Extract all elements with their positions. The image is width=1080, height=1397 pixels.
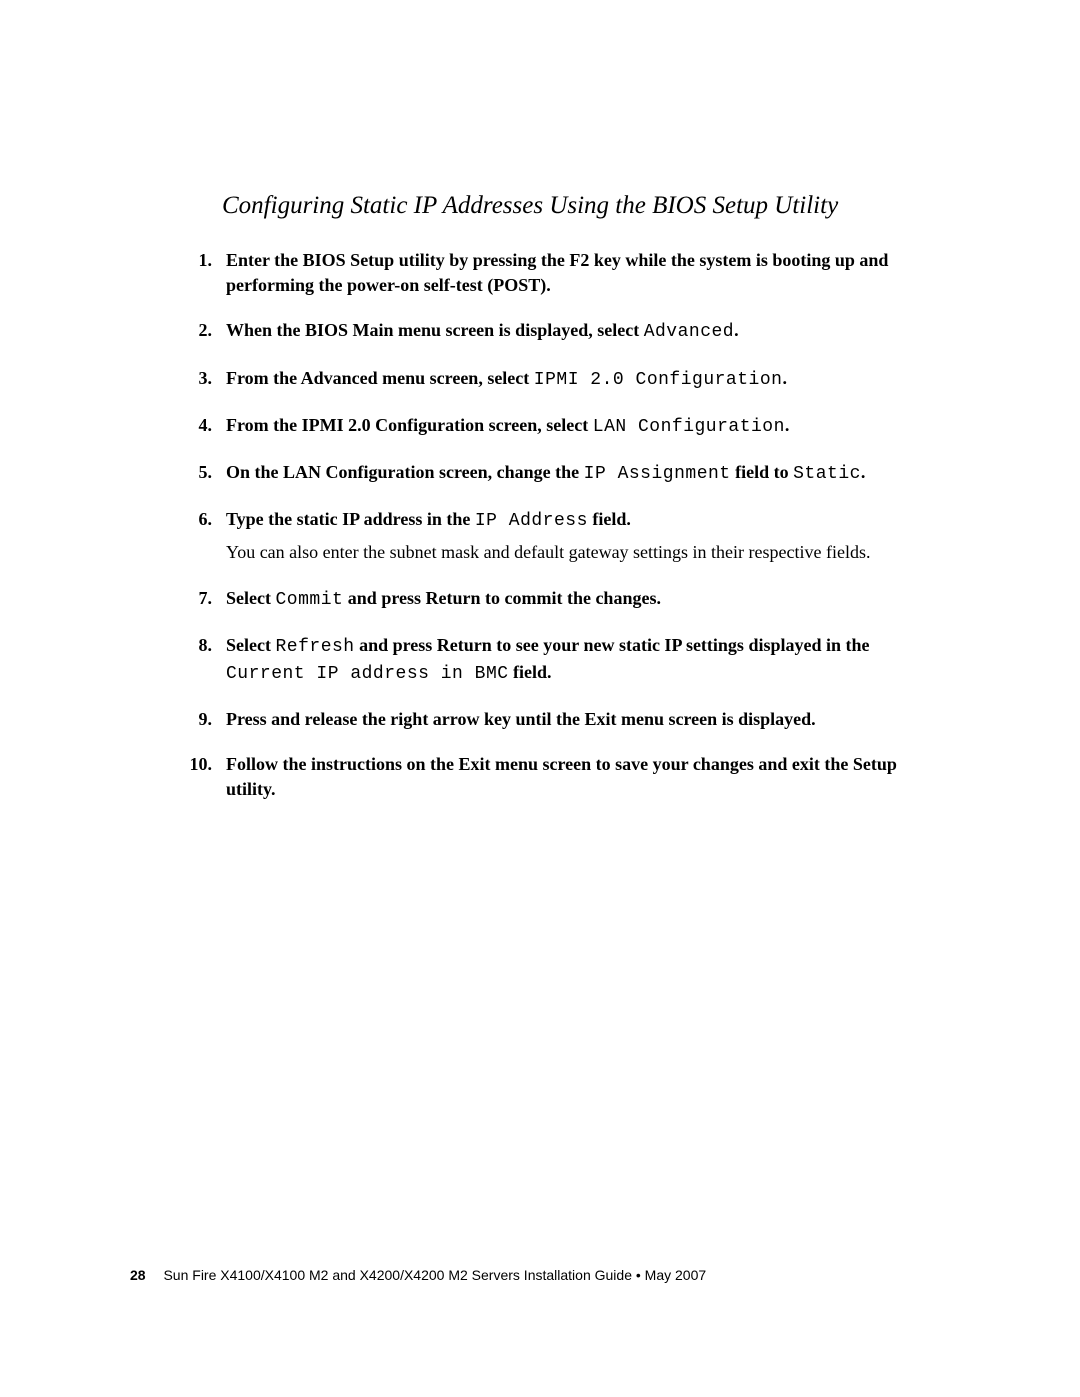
step-number: 1. [178, 248, 212, 273]
step-bold-text: Press and release the right arrow key un… [226, 709, 816, 729]
step-item: 3. From the Advanced menu screen, select … [130, 366, 950, 393]
step-content: Follow the instructions on the Exit menu… [226, 754, 897, 799]
step-bold-text: Select [226, 588, 275, 608]
step-content: Select Refresh and press Return to see y… [226, 635, 869, 682]
step-item: 9. Press and release the right arrow key … [130, 707, 950, 732]
footer-text: Sun Fire X4100/X4100 M2 and X4200/X4200 … [163, 1267, 706, 1283]
page-footer: 28 Sun Fire X4100/X4100 M2 and X4200/X42… [130, 1267, 706, 1283]
step-bold-text: and press Return to commit the changes. [343, 588, 661, 608]
step-bold-text: field. [509, 662, 552, 682]
step-bold-text: . [785, 415, 790, 435]
step-item: 4. From the IPMI 2.0 Configuration screen… [130, 413, 950, 440]
step-content: Select Commit and press Return to commit… [226, 588, 661, 608]
step-mono-text: IP Address [475, 511, 588, 531]
step-number: 5. [178, 460, 212, 485]
step-mono-text: IPMI 2.0 Configuration [534, 370, 783, 390]
step-content: Enter the BIOS Setup utility by pressing… [226, 250, 888, 295]
step-content: When the BIOS Main menu screen is displa… [226, 320, 739, 340]
step-item: 5. On the LAN Configuration screen, chang… [130, 460, 950, 487]
step-number: 7. [178, 586, 212, 611]
step-content: From the IPMI 2.0 Configuration screen, … [226, 415, 789, 435]
step-bold-text: Type the static IP address in the [226, 509, 475, 529]
step-item: 8. Select Refresh and press Return to see… [130, 633, 950, 687]
step-number: 4. [178, 413, 212, 438]
step-content: Type the static IP address in the IP Add… [226, 509, 631, 529]
step-content: Press and release the right arrow key un… [226, 709, 816, 729]
step-item: 6. Type the static IP address in the IP A… [130, 507, 950, 565]
step-item: 2. When the BIOS Main menu screen is disp… [130, 318, 950, 345]
step-number: 10. [178, 752, 212, 777]
step-bold-text: . [782, 368, 787, 388]
page-number: 28 [130, 1267, 146, 1283]
step-item: 7. Select Commit and press Return to comm… [130, 586, 950, 613]
step-bold-text: . [734, 320, 739, 340]
step-number: 3. [178, 366, 212, 391]
document-page: Configuring Static IP Addresses Using th… [0, 0, 1080, 803]
step-content: On the LAN Configuration screen, change … [226, 462, 865, 482]
step-bold-text: When the BIOS Main menu screen is displa… [226, 320, 644, 340]
step-bold-text: From the Advanced menu screen, select [226, 368, 534, 388]
step-mono-text: Static [793, 464, 861, 484]
step-bold-text: On the LAN Configuration screen, change … [226, 462, 584, 482]
step-mono-text: Advanced [644, 322, 734, 342]
step-number: 2. [178, 318, 212, 343]
step-mono-text: Current IP address in BMC [226, 664, 509, 684]
step-bold-text: field. [588, 509, 631, 529]
step-number: 6. [178, 507, 212, 532]
step-mono-text: Refresh [275, 637, 354, 657]
step-note: You can also enter the subnet mask and d… [226, 540, 950, 565]
step-bold-text: and press Return to see your new static … [355, 635, 870, 655]
step-bold-text: . [861, 462, 866, 482]
step-mono-text: IP Assignment [584, 464, 731, 484]
step-mono-text: Commit [275, 590, 343, 610]
step-item: 1. Enter the BIOS Setup utility by pressi… [130, 248, 950, 298]
steps-list: 1. Enter the BIOS Setup utility by pressi… [130, 248, 950, 803]
step-number: 9. [178, 707, 212, 732]
step-bold-text: field to [731, 462, 794, 482]
step-mono-text: LAN Configuration [593, 417, 785, 437]
section-title: Configuring Static IP Addresses Using th… [222, 192, 950, 220]
step-bold-text: Follow the instructions on the Exit menu… [226, 754, 897, 799]
step-item: 10. Follow the instructions on the Exit m… [130, 752, 950, 802]
step-bold-text: Enter the BIOS Setup utility by pressing… [226, 250, 888, 295]
step-bold-text: Select [226, 635, 275, 655]
step-content: From the Advanced menu screen, select IP… [226, 368, 787, 388]
step-bold-text: From the IPMI 2.0 Configuration screen, … [226, 415, 593, 435]
step-number: 8. [178, 633, 212, 658]
